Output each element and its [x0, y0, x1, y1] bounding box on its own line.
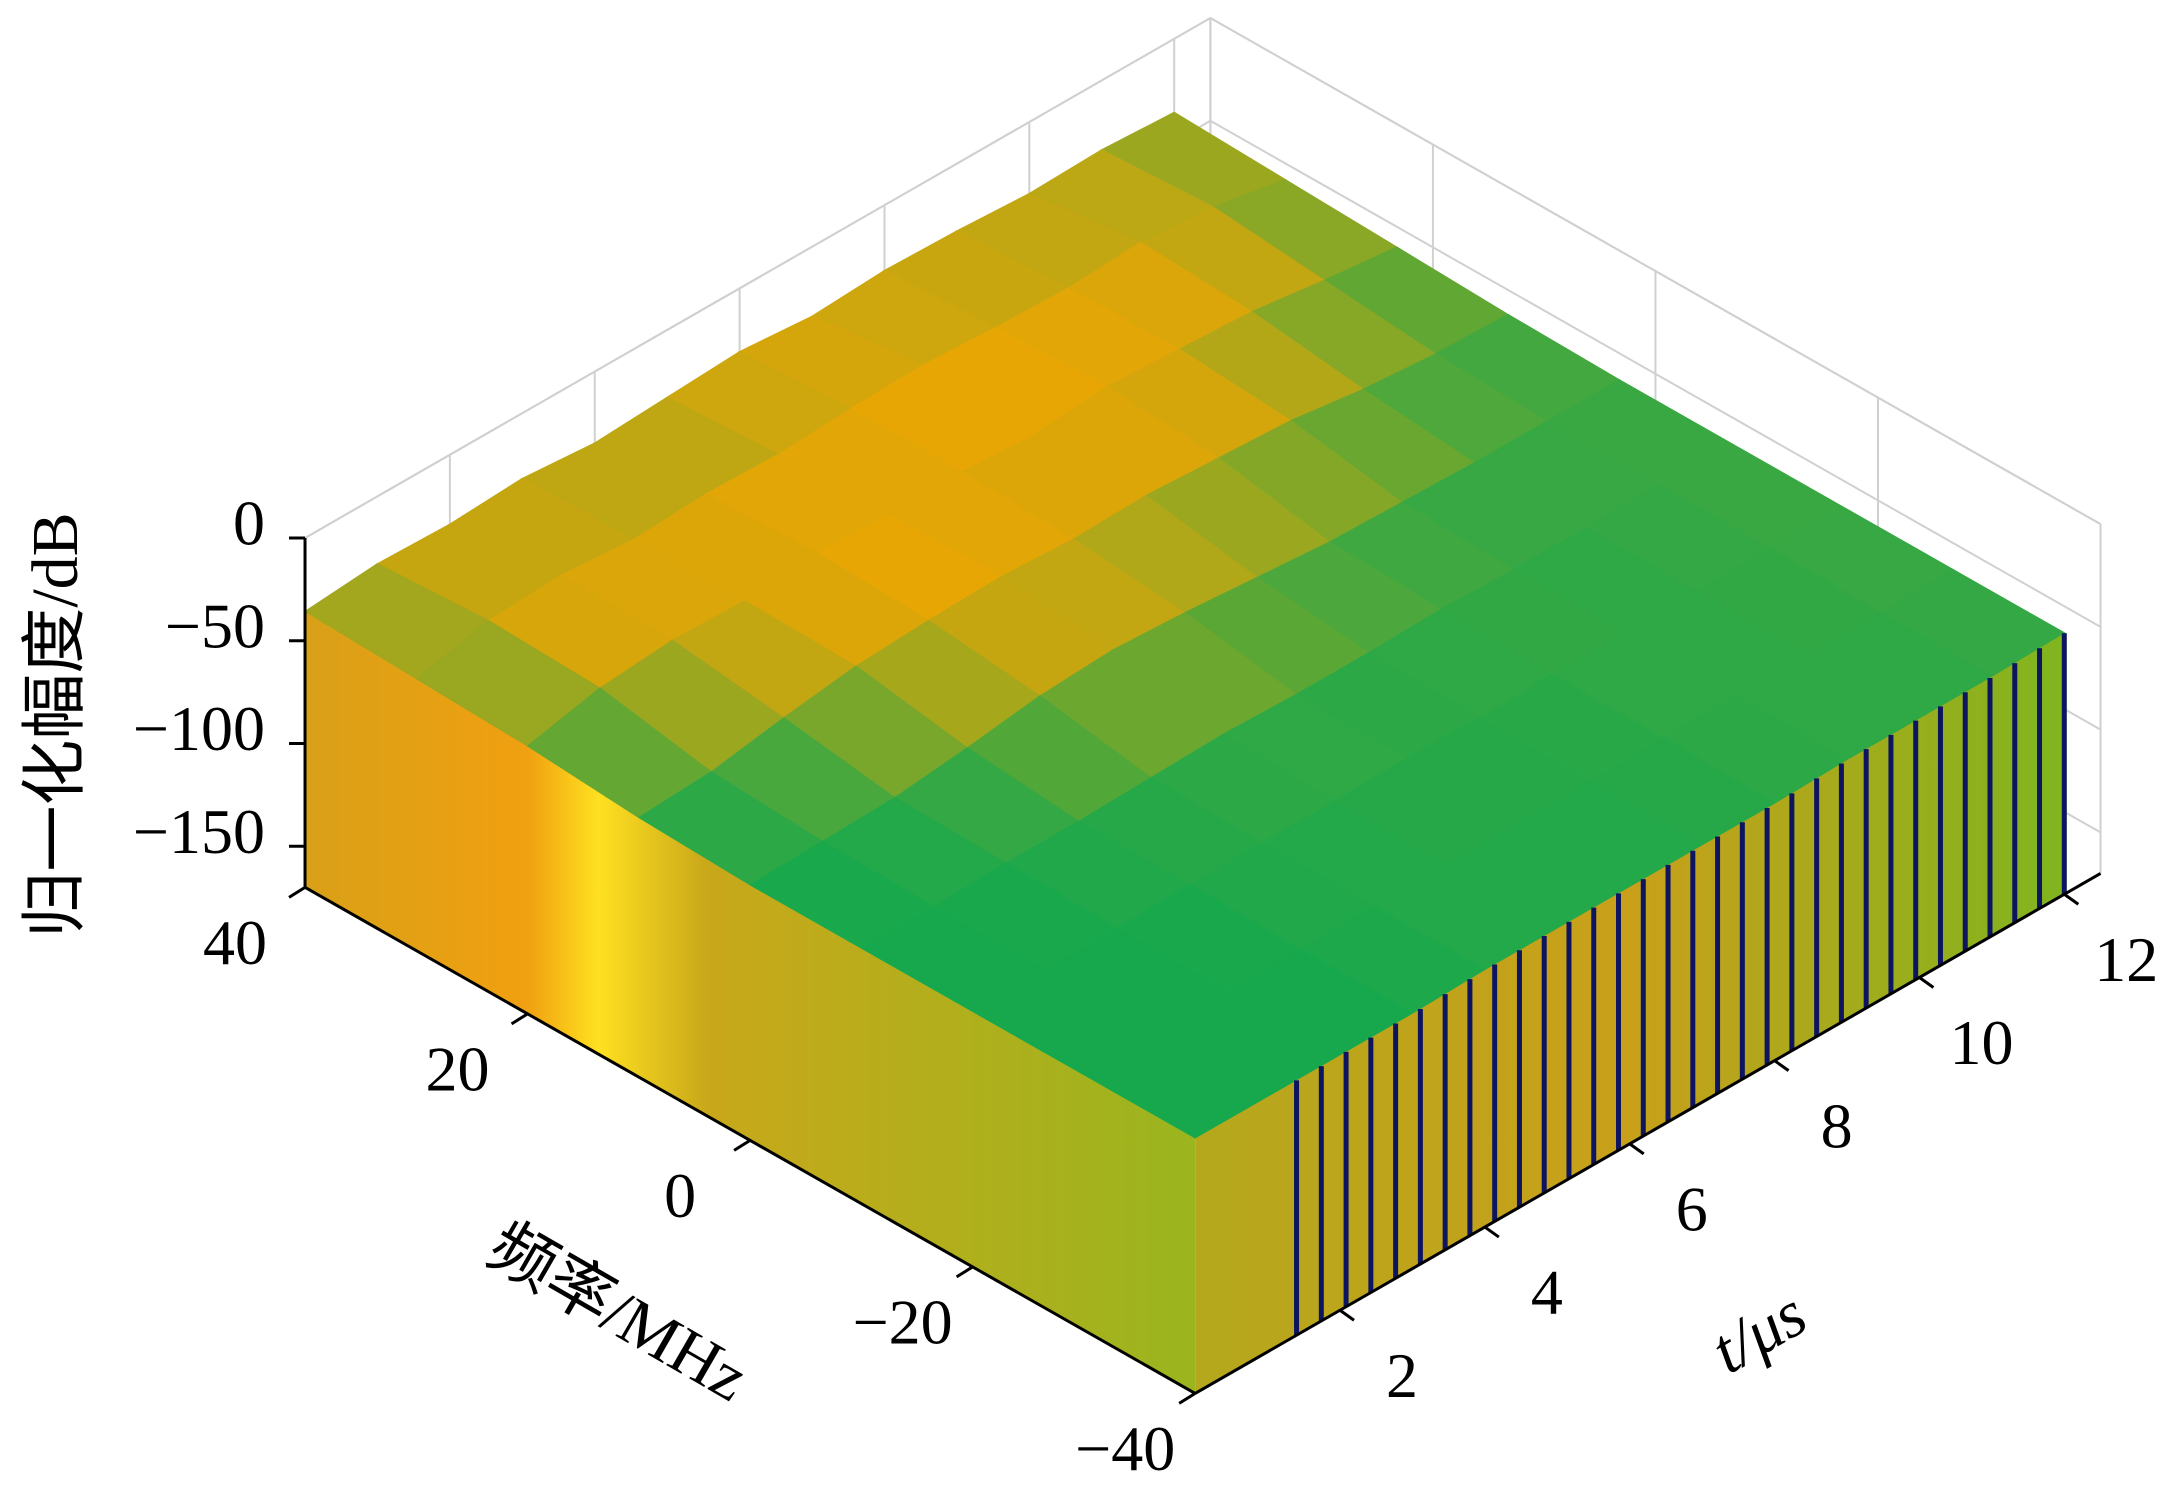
z-tick-label: −50: [165, 590, 265, 661]
x-tick-label: 6: [1676, 1174, 1708, 1245]
y-axis: [304, 886, 1196, 1395]
y-axis-label: 频率/MHz: [476, 1209, 760, 1415]
x-tick: [1918, 976, 1935, 989]
y-tick: [288, 886, 306, 899]
x-tick: [1339, 1309, 1355, 1322]
left-wall: [305, 611, 1196, 1394]
z-tick-label: −100: [133, 693, 265, 764]
z-tick-label: −150: [133, 796, 265, 867]
x-tick: [1628, 1142, 1645, 1156]
y-tick: [955, 1265, 974, 1279]
y-tick-label: 0: [664, 1160, 696, 1231]
x-tick-label: 8: [1821, 1090, 1853, 1161]
z-tick-label: 0: [233, 488, 265, 559]
x-axis: [1194, 872, 2102, 1395]
x-tick-label: 2: [1386, 1340, 1418, 1411]
x-tick-label: 4: [1531, 1257, 1563, 1328]
y-tick-label: −40: [1075, 1413, 1175, 1484]
x-tick-label: 10: [1949, 1007, 2013, 1078]
x-tick-label: 12: [2094, 924, 2158, 995]
y-tick-label: −20: [853, 1287, 953, 1358]
y-tick-label: 40: [203, 907, 267, 978]
x-tick: [1773, 1059, 1790, 1072]
y-tick: [733, 1139, 751, 1152]
front-wall: [1195, 633, 2065, 1394]
z-axis-label: 归一化幅度/dB: [19, 512, 92, 937]
y-tick-label: 20: [426, 1034, 490, 1105]
x-axis-label: t/μs: [1699, 1277, 1818, 1388]
y-tick: [510, 1012, 529, 1026]
y-tick: [1178, 1392, 1196, 1405]
x-tick: [1483, 1225, 1500, 1239]
x-tick: [2063, 893, 2080, 906]
